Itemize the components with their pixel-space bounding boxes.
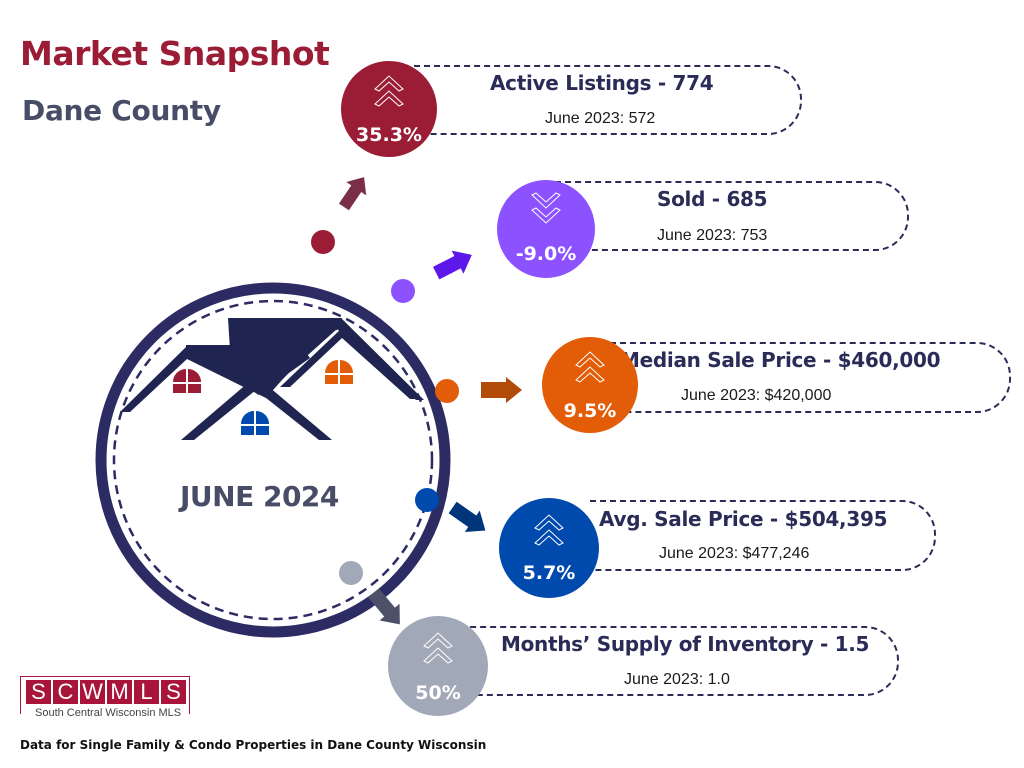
logo-letter: L bbox=[134, 680, 159, 704]
stat-prior: June 2023: $420,000 bbox=[681, 387, 832, 404]
stat-prior: June 2023: $477,246 bbox=[659, 545, 810, 562]
logo-letter: S bbox=[26, 680, 51, 704]
logo-frame bbox=[20, 676, 190, 714]
stat-title: Sold - 685 bbox=[657, 187, 768, 211]
logo-tagline: South Central Wisconsin MLS bbox=[32, 707, 185, 719]
stat-circle-avg: 5.7% bbox=[499, 498, 599, 598]
ring-dot-median bbox=[435, 379, 459, 403]
stat-prior: June 2023: 753 bbox=[657, 227, 768, 244]
arrow-months-icon bbox=[368, 588, 400, 625]
ring-dot-sold bbox=[391, 279, 415, 303]
stat-change: 9.5% bbox=[563, 400, 617, 422]
arrow-median-icon bbox=[481, 377, 522, 403]
stat-box-active bbox=[414, 65, 802, 135]
arrow-sold-icon bbox=[433, 250, 472, 280]
window-blue-icon bbox=[241, 411, 269, 435]
ring-dot-months bbox=[339, 561, 363, 585]
ring-dot-active bbox=[311, 230, 335, 254]
stat-change: 50% bbox=[415, 682, 461, 704]
stat-prior: June 2023: 572 bbox=[545, 110, 656, 127]
window-red-icon bbox=[173, 369, 201, 393]
stat-title: Months’ Supply of Inventory - 1.5 bbox=[501, 632, 870, 656]
arrow-active-icon bbox=[338, 177, 367, 211]
stat-prior: June 2023: 1.0 bbox=[624, 671, 730, 688]
stat-title: Median Sale Price - $460,000 bbox=[620, 348, 941, 372]
stat-box-avg bbox=[590, 500, 936, 571]
house-icon bbox=[120, 318, 424, 440]
period-label: JUNE 2024 bbox=[180, 480, 339, 513]
arrow-avg-icon bbox=[448, 501, 486, 532]
logo-letter: M bbox=[107, 680, 132, 704]
page-subtitle: Dane County bbox=[22, 94, 221, 127]
stat-title: Active Listings - 774 bbox=[490, 71, 714, 95]
stat-change: 35.3% bbox=[356, 124, 422, 146]
double-chevron-up-icon bbox=[374, 75, 404, 107]
stat-box-sold bbox=[555, 181, 909, 251]
inner-dashed-ring bbox=[112, 299, 434, 621]
double-chevron-up-icon bbox=[534, 514, 564, 546]
page-title: Market Snapshot bbox=[20, 34, 330, 73]
stat-box-median bbox=[590, 342, 1011, 413]
scwmls-logo: S C W M L S South Central Wisconsin MLS bbox=[20, 676, 192, 720]
stat-circle-median: 9.5% bbox=[542, 337, 638, 433]
ring-dot-avg bbox=[415, 488, 439, 512]
stat-box-months bbox=[440, 626, 899, 696]
window-orange-icon bbox=[325, 360, 353, 384]
stat-circle-months: 50% bbox=[388, 616, 488, 716]
outer-ring bbox=[95, 282, 451, 638]
logo-letters: S C W M L S bbox=[26, 680, 186, 704]
footer-note: Data for Single Family & Condo Propertie… bbox=[20, 738, 487, 752]
double-chevron-up-icon bbox=[575, 351, 605, 383]
stat-change: 5.7% bbox=[522, 562, 576, 584]
double-chevron-down-icon bbox=[531, 192, 561, 224]
stat-title: Avg. Sale Price - $504,395 bbox=[599, 507, 888, 531]
logo-letter: W bbox=[80, 680, 105, 704]
double-chevron-up-icon bbox=[423, 632, 453, 664]
logo-letter: S bbox=[161, 680, 186, 704]
stat-circle-sold: -9.0% bbox=[497, 180, 595, 278]
stat-circle-active: 35.3% bbox=[341, 61, 437, 157]
stat-change: -9.0% bbox=[515, 243, 577, 265]
logo-letter: C bbox=[53, 680, 78, 704]
